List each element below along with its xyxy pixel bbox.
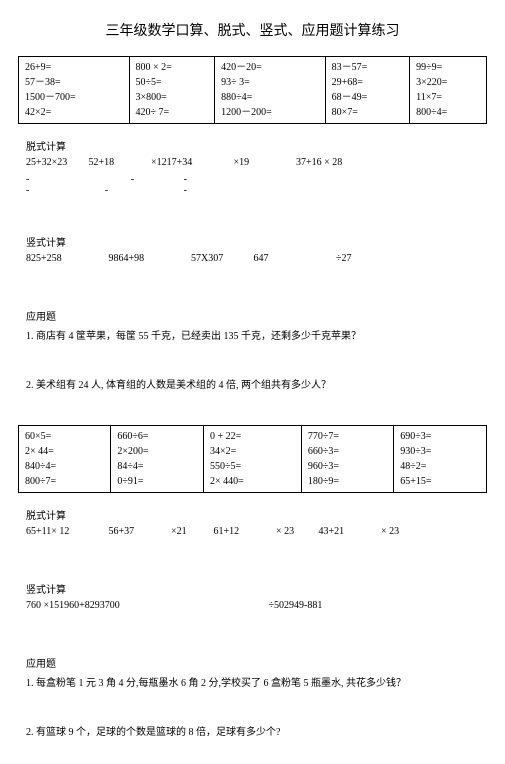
table-cell: 60×5=2× 44=840÷4=800÷7= <box>19 426 111 493</box>
table-cell: 0 + 22=34×2=550÷5=2× 440= <box>204 426 302 493</box>
table-cell: 690÷3=930÷3=48÷2=65+15= <box>394 426 487 493</box>
table-2: 60×5=2× 44=840÷4=800÷7= 660÷6=2×200=84÷4… <box>18 425 487 493</box>
table-cell: 26+9=57－38=1500－700=42×2= <box>19 57 130 124</box>
table-cell: 770÷7=660÷3=960÷3=180÷9= <box>301 426 393 493</box>
word-problem: 1. 商店有 4 筐苹果，每筐 55 千克，已经卖出 135 千克，还剩多少千克… <box>26 327 487 342</box>
section-heading: 应用题 <box>26 655 487 670</box>
section-heading: 竖式计算 <box>26 234 487 249</box>
section-heading: 应用题 <box>26 308 487 323</box>
dash-row: - - - <box>26 185 487 196</box>
table-1: 26+9=57－38=1500－700=42×2= 800 × 2=50÷5=3… <box>18 56 487 124</box>
section-heading: 竖式计算 <box>26 581 487 596</box>
dash-row: - - - <box>26 174 487 185</box>
page-title: 三年级数学口算、脱式、竖式、应用题计算练习 <box>18 20 487 40</box>
word-problem: 2. 美术组有 24 人, 体育组的人数是美术组的 4 倍, 两个组共有多少人？ <box>26 376 487 391</box>
section-heading: 脱式计算 <box>26 138 487 153</box>
problem-row: 25+32×23 52+18 ×1217+34 ×19 37+16 × 28 <box>26 157 487 168</box>
table-cell: 800 × 2=50÷5=3×800=420÷ 7= <box>129 57 215 124</box>
table-cell: 99÷9=3×220=11×7=800÷4= <box>410 57 487 124</box>
section-heading: 脱式计算 <box>26 507 487 522</box>
table-cell: 420－20=93÷ 3=880÷4=1200－200= <box>215 57 326 124</box>
table-cell: 83－57=29+68=68－49=80×7= <box>325 57 409 124</box>
table-cell: 660÷6=2×200=84÷4=0÷91= <box>111 426 204 493</box>
problem-row: 760 ×151960+8293700 ÷502949-881 <box>26 600 487 611</box>
word-problem: 1. 每盒粉笔 1 元 3 角 4 分,每瓶墨水 6 角 2 分,学校买了 6 … <box>26 674 487 689</box>
problem-row: 825+258 9864+98 57X307 647 ÷27 <box>26 253 487 264</box>
problem-row: 65+11× 12 56+37 ×21 61+12 × 23 43+21 × 2… <box>26 526 487 537</box>
word-problem: 2. 有篮球 9 个，足球的个数是篮球的 8 倍，足球有多少个? <box>26 723 487 738</box>
